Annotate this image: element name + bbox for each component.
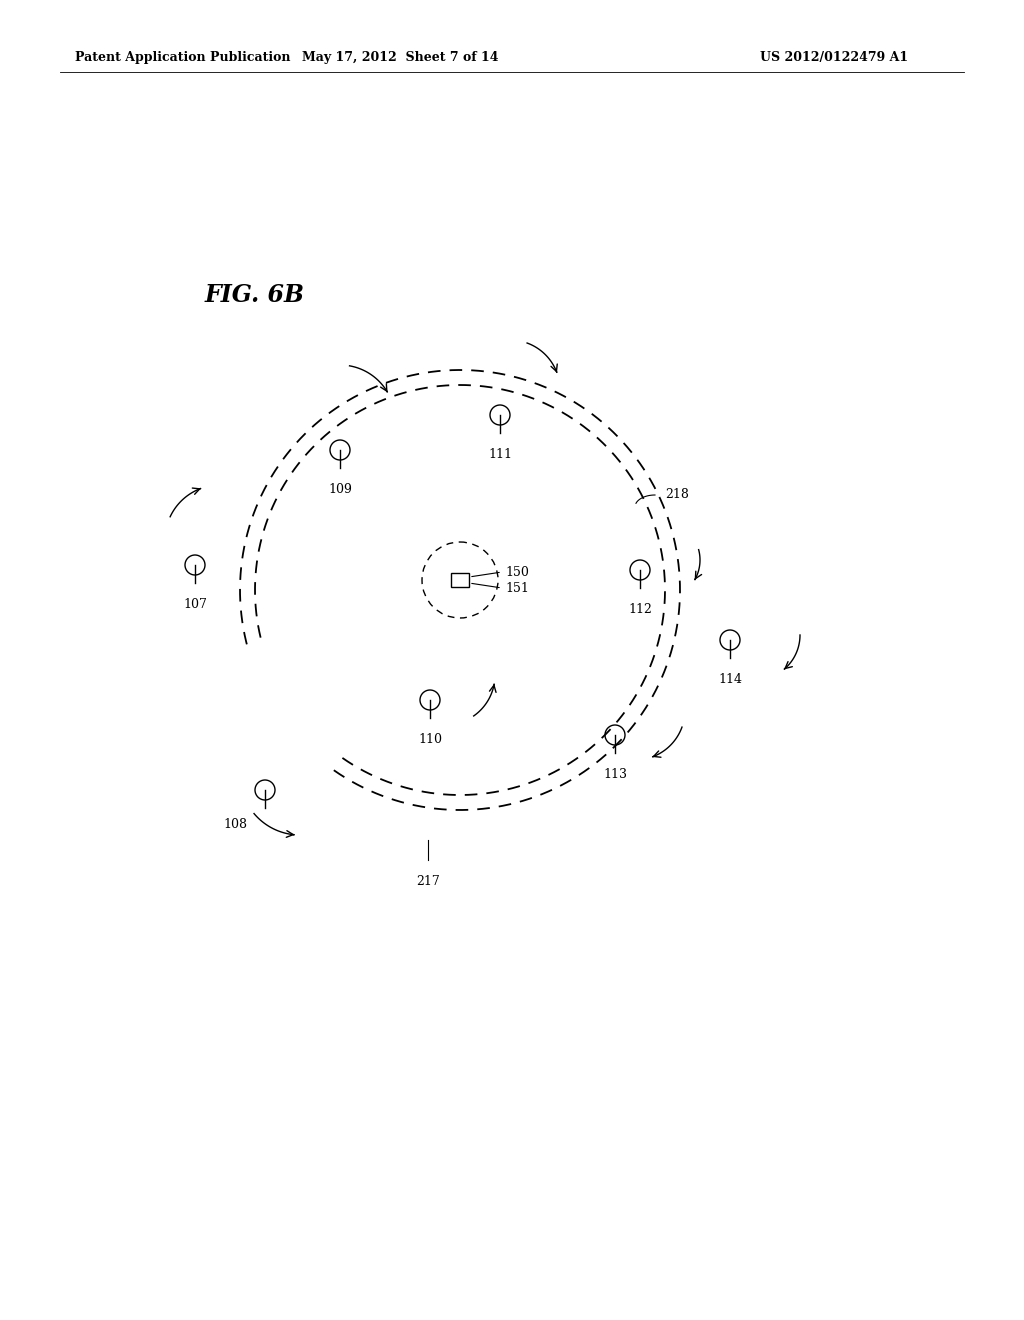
Text: 109: 109 bbox=[328, 483, 352, 496]
Text: 150: 150 bbox=[505, 565, 528, 578]
Text: 110: 110 bbox=[418, 733, 442, 746]
Text: 108: 108 bbox=[223, 818, 247, 832]
Text: US 2012/0122479 A1: US 2012/0122479 A1 bbox=[760, 51, 908, 65]
Text: 151: 151 bbox=[505, 582, 528, 594]
Text: 217: 217 bbox=[416, 875, 440, 888]
Text: 112: 112 bbox=[628, 603, 652, 616]
Text: 113: 113 bbox=[603, 768, 627, 781]
Text: May 17, 2012  Sheet 7 of 14: May 17, 2012 Sheet 7 of 14 bbox=[302, 51, 499, 65]
Text: 114: 114 bbox=[718, 673, 742, 686]
Bar bbox=[451, 573, 469, 587]
Text: 111: 111 bbox=[488, 447, 512, 461]
Text: FIG. 6B: FIG. 6B bbox=[205, 282, 305, 308]
Text: 218: 218 bbox=[665, 488, 689, 502]
Text: Patent Application Publication: Patent Application Publication bbox=[75, 51, 291, 65]
Text: 107: 107 bbox=[183, 598, 207, 611]
